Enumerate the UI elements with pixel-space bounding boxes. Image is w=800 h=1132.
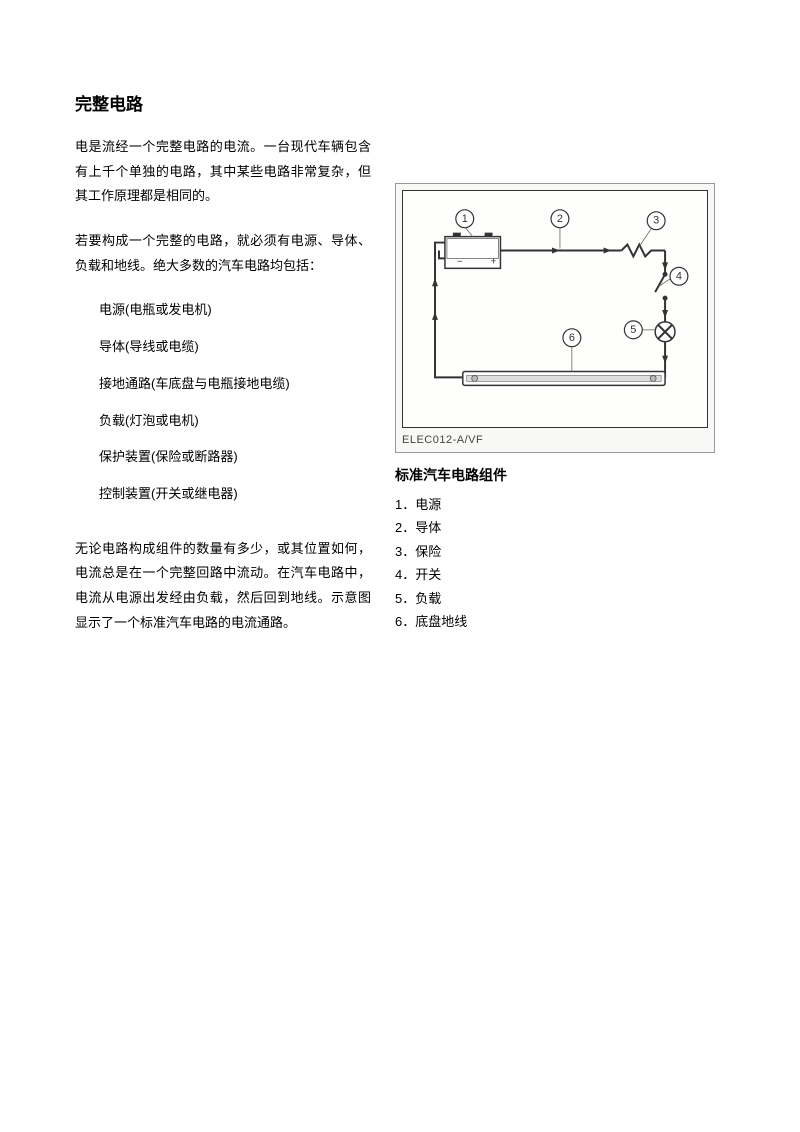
two-column-layout: 电是流经一个完整电路的电流。一台现代车辆包含有上千个单独的电路，其中某些电路非常… [75, 135, 725, 655]
diagram-code: ELEC012-A/VF [402, 434, 708, 446]
left-column: 电是流经一个完整电路的电流。一台现代车辆包含有上千个单独的电路，其中某些电路非常… [75, 135, 371, 655]
callout-4: 4 [670, 267, 688, 285]
list-item: 保护装置(保险或断路器) [75, 445, 371, 470]
component-list: 电源(电瓶或发电机) 导体(导线或电缆) 接地通路(车底盘与电瓶接地电缆) 负载… [75, 298, 371, 506]
callout-3: 3 [647, 212, 665, 230]
circuit-svg: − + [403, 191, 707, 427]
right-column: − + [395, 135, 715, 655]
legend-item: 6．底盘地线 [395, 610, 715, 633]
svg-text:4: 4 [676, 270, 682, 282]
list-item: 控制装置(开关或继电器) [75, 482, 371, 507]
svg-text:−: − [457, 256, 463, 267]
callout-5: 5 [624, 321, 642, 339]
legend-item: 4．开关 [395, 563, 715, 586]
callout-1: 1 [456, 210, 474, 228]
legend-item: 3．保险 [395, 540, 715, 563]
legend-list: 1．电源 2．导体 3．保险 4．开关 5．负载 6．底盘地线 [395, 493, 715, 633]
svg-text:+: + [491, 256, 497, 267]
svg-text:2: 2 [557, 213, 563, 225]
legend-item: 5．负载 [395, 587, 715, 610]
legend-title: 标准汽车电路组件 [395, 465, 715, 485]
legend-item: 2．导体 [395, 516, 715, 539]
svg-text:5: 5 [630, 324, 636, 336]
svg-text:3: 3 [653, 215, 659, 227]
paragraph-2: 若要构成一个完整的电路，就必须有电源、导体、负载和地线。绝大多数的汽车电路均包括… [75, 229, 371, 278]
paragraph-3: 无论电路构成组件的数量有多少，或其位置如何，电流总是在一个完整回路中流动。在汽车… [75, 537, 371, 636]
legend-item: 1．电源 [395, 493, 715, 516]
list-item: 导体(导线或电缆) [75, 335, 371, 360]
svg-text:6: 6 [569, 332, 575, 344]
list-item: 负载(灯泡或电机) [75, 409, 371, 434]
list-item: 电源(电瓶或发电机) [75, 298, 371, 323]
circuit-diagram: − + [402, 190, 708, 428]
paragraph-1: 电是流经一个完整电路的电流。一台现代车辆包含有上千个单独的电路，其中某些电路非常… [75, 135, 371, 209]
list-item: 接地通路(车底盘与电瓶接地电缆) [75, 372, 371, 397]
circuit-diagram-frame: − + [395, 183, 715, 453]
callout-6: 6 [563, 329, 581, 347]
callout-2: 2 [551, 210, 569, 228]
page-title: 完整电路 [75, 90, 725, 115]
svg-text:1: 1 [462, 213, 468, 225]
